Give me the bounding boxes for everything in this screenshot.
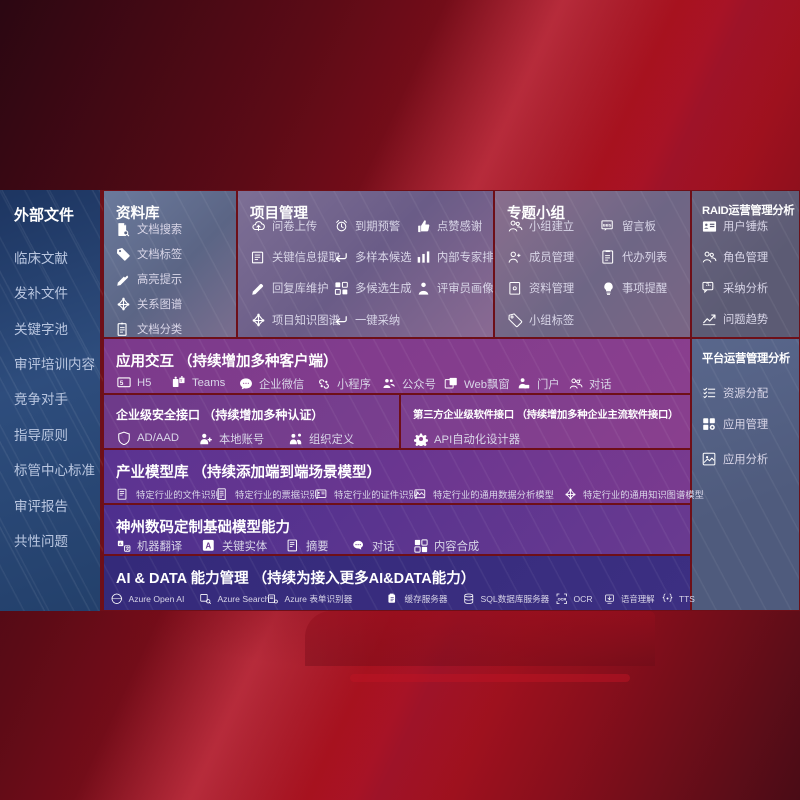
svg-text:A: A: [119, 542, 122, 546]
svg-text:文: 文: [125, 546, 130, 551]
svg-text:5: 5: [120, 380, 124, 387]
svg-text:BBS: BBS: [603, 222, 612, 227]
svg-text:OCR: OCR: [558, 597, 567, 602]
svg-text:A: A: [206, 542, 212, 551]
